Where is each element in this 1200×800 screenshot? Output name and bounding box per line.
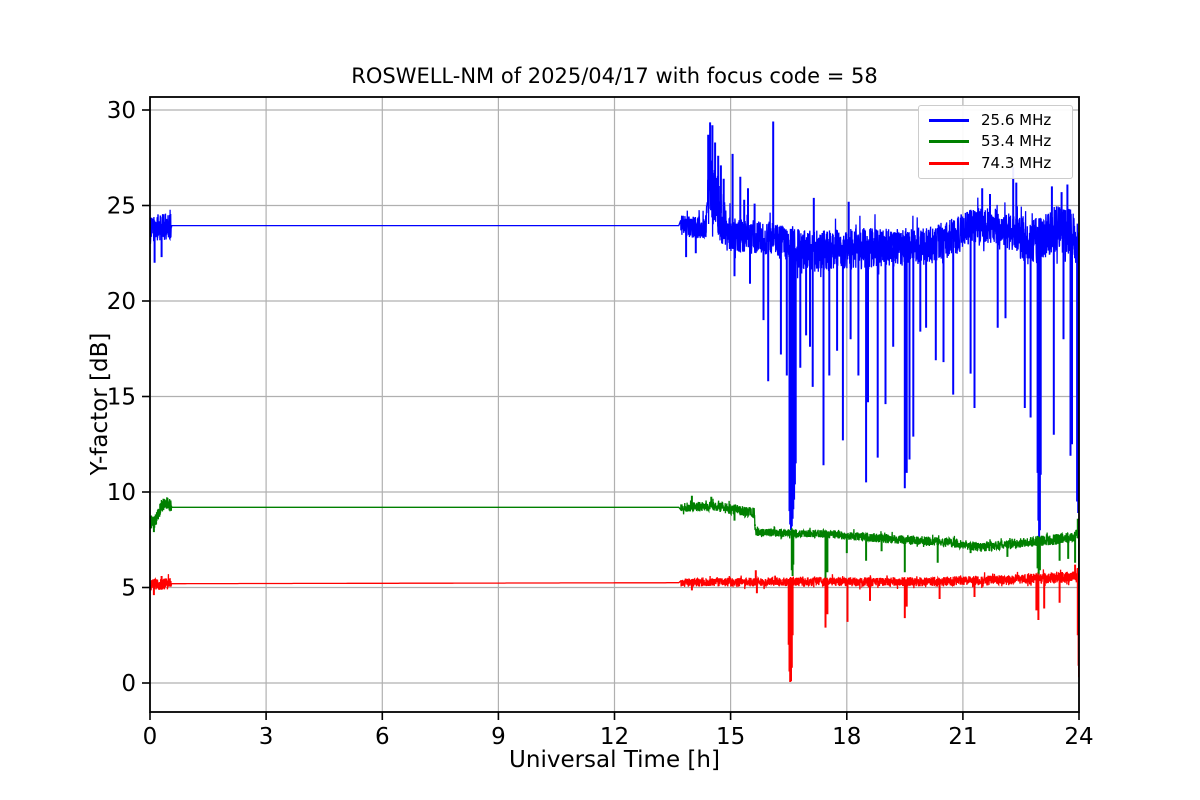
x-tick-label: 0 xyxy=(143,724,158,750)
legend-line-sample-blue xyxy=(929,119,969,123)
legend-label: 25.6 MHz xyxy=(981,111,1052,130)
y-tick-label: 10 xyxy=(107,480,136,506)
x-tick-label: 12 xyxy=(600,724,629,750)
y-tick-label: 25 xyxy=(107,194,136,220)
series-spikes-74.3-MHz xyxy=(152,564,1079,682)
x-tick-label: 24 xyxy=(1064,724,1093,750)
y-tick-label: 0 xyxy=(121,671,136,697)
series-spikes-53.4-MHz xyxy=(152,495,1079,597)
y-axis-label: Y-factor [dB] xyxy=(87,332,113,476)
x-tick-label: 6 xyxy=(375,724,390,750)
legend-entry-53.4MHz: 53.4 MHz xyxy=(929,131,1064,152)
x-tick-label: 9 xyxy=(491,724,506,750)
legend-entry-74.3MHz: 74.3 MHz xyxy=(929,153,1064,174)
x-tick-label: 21 xyxy=(948,724,977,750)
axis-ticks xyxy=(142,109,1080,720)
y-tick-label: 5 xyxy=(121,576,136,602)
series-line-74.3-MHz xyxy=(150,567,1079,591)
x-tick-label: 3 xyxy=(259,724,274,750)
x-axis-label: Universal Time [h] xyxy=(509,747,720,773)
chart-title: ROSWELL-NM of 2025/04/17 with focus code… xyxy=(351,64,878,88)
series-line-53.4-MHz xyxy=(150,497,1079,553)
y-tick-label: 30 xyxy=(107,98,136,124)
y-tick-label: 15 xyxy=(107,385,136,411)
x-tick-label: 18 xyxy=(832,724,861,750)
gridlines xyxy=(149,97,1080,712)
legend: 25.6 MHz 53.4 MHz 74.3 MHz xyxy=(918,105,1073,179)
x-tick-label: 15 xyxy=(716,724,745,750)
axis-tick-labels: 0 3 6 9 12 15 18 21 24 0 5 10 15 20 25 30 xyxy=(107,98,1094,750)
legend-label: 74.3 MHz xyxy=(981,153,1052,172)
legend-entry-25.6MHz: 25.6 MHz xyxy=(929,110,1064,131)
y-tick-label: 20 xyxy=(107,289,136,315)
legend-line-sample-green xyxy=(929,140,969,144)
series-spikes-25.6-MHz xyxy=(153,121,1079,563)
series-layer xyxy=(150,121,1079,682)
legend-label: 53.4 MHz xyxy=(981,132,1052,151)
legend-line-sample-red xyxy=(929,161,969,165)
